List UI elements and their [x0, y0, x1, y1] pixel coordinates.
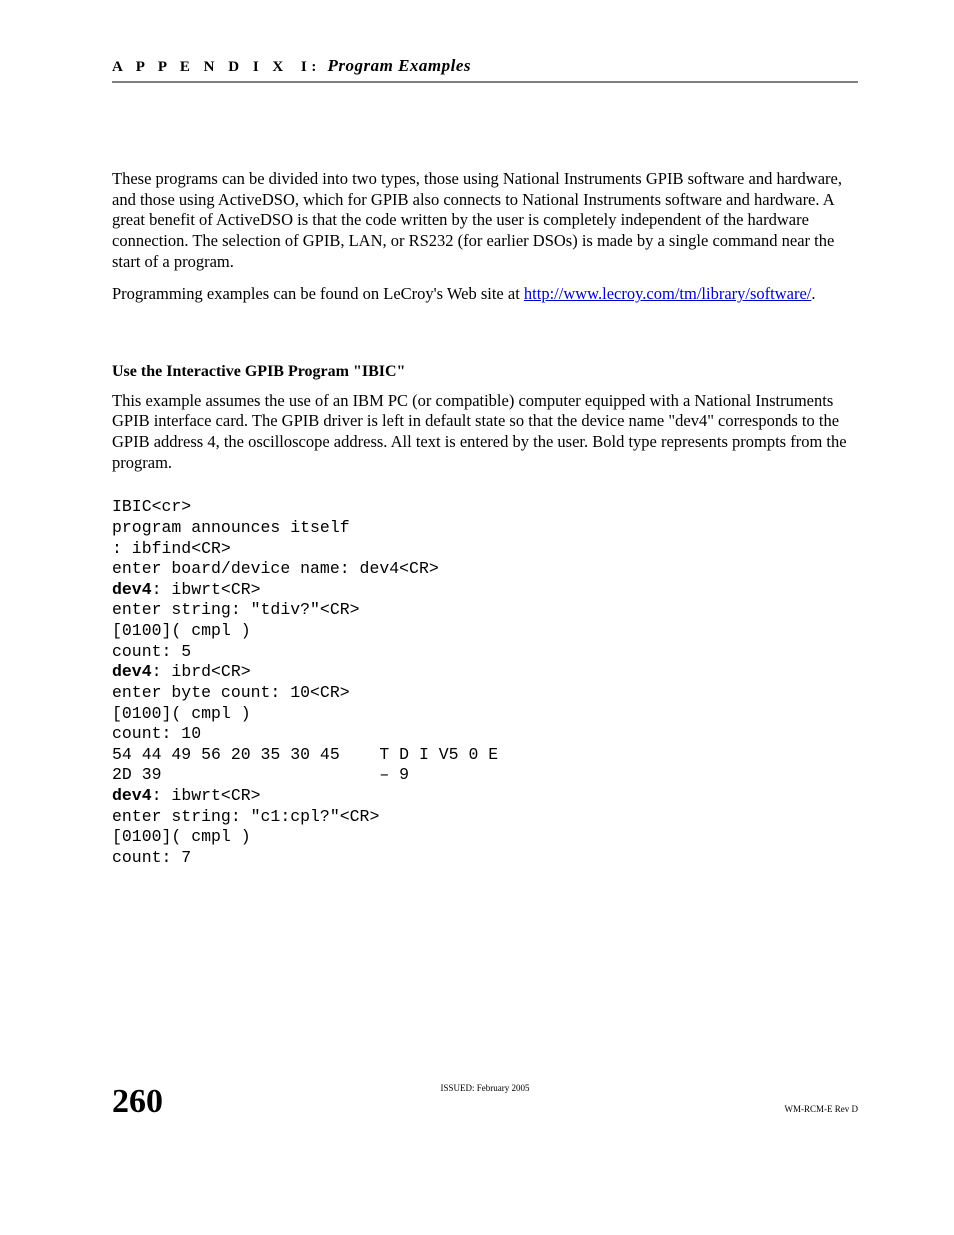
intro-p2-suffix: . — [811, 284, 815, 303]
code-line: : ibwrt<CR> — [152, 580, 261, 599]
page-footer: 260 ISSUED: February 2005 WM-RCM-E Rev D — [112, 1083, 858, 1121]
code-prompt: dev4 — [112, 786, 152, 805]
code-line: enter board/device name: dev4<CR> — [112, 559, 439, 578]
section-heading: Use the Interactive GPIB Program "IBIC" — [112, 363, 858, 381]
code-line: [0100]( cmpl ) — [112, 621, 251, 640]
running-header: A P P E N D I X I : Program Examples — [112, 56, 858, 83]
code-line: 54 44 49 56 20 35 30 45 T D I V5 0 E — [112, 745, 498, 764]
intro-p2-prefix: Programming examples can be found on LeC… — [112, 284, 524, 303]
intro-paragraph-1: These programs can be divided into two t… — [112, 169, 858, 272]
code-line: : ibwrt<CR> — [152, 786, 261, 805]
code-line: [0100]( cmpl ) — [112, 704, 251, 723]
footer-issued: ISSUED: February 2005 — [441, 1083, 530, 1093]
code-line: enter string: "c1:cpl?"<CR> — [112, 807, 379, 826]
header-appendix-label: A P P E N D I X — [112, 59, 288, 75]
code-example: IBIC<cr> program announces itself : ibfi… — [112, 497, 858, 868]
footer-revision: WM-RCM-E Rev D — [785, 1104, 859, 1114]
code-line: : ibrd<CR> — [152, 662, 251, 681]
section-description: This example assumes the use of an IBM P… — [112, 391, 858, 474]
header-appendix-number: I — [301, 59, 307, 75]
code-line: [0100]( cmpl ) — [112, 827, 251, 846]
page-container: A P P E N D I X I : Program Examples The… — [0, 0, 954, 869]
code-prompt: dev4 — [112, 662, 152, 681]
code-line: program announces itself — [112, 518, 350, 537]
header-colon: : — [311, 59, 317, 75]
page-number: 260 — [112, 1083, 163, 1121]
code-line: count: 5 — [112, 642, 191, 661]
code-line: count: 10 — [112, 724, 201, 743]
code-line: : ibfind<CR> — [112, 539, 231, 558]
header-title: Program Examples — [327, 56, 471, 75]
code-line: enter string: "tdiv?"<CR> — [112, 600, 360, 619]
code-prompt: dev4 — [112, 580, 152, 599]
code-line: enter byte count: 10<CR> — [112, 683, 350, 702]
intro-paragraph-2: Programming examples can be found on LeC… — [112, 284, 858, 305]
lecroy-link[interactable]: http://www.lecroy.com/tm/library/softwar… — [524, 284, 811, 303]
code-line: 2D 39 – 9 — [112, 765, 409, 784]
code-line: count: 7 — [112, 848, 191, 867]
code-line: IBIC<cr> — [112, 497, 191, 516]
